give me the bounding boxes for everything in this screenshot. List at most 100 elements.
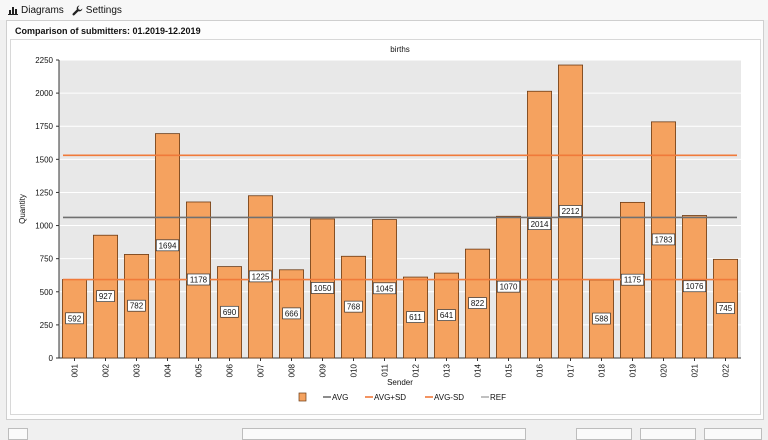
chart-panel: Comparison of submitters: 01.2019-12.201… xyxy=(6,20,764,420)
data-label: 1178 xyxy=(190,275,208,284)
data-label: 927 xyxy=(99,292,113,301)
data-label-box xyxy=(220,305,239,318)
x-tick-label: 012 xyxy=(412,363,421,377)
data-label: 1225 xyxy=(252,272,270,281)
data-label-box xyxy=(468,297,487,309)
panel-title: Comparison of submitters: 01.2019-12.201… xyxy=(15,26,201,36)
data-label-box xyxy=(155,239,180,252)
data-label: 1070 xyxy=(500,283,518,292)
status-field-2 xyxy=(242,428,526,440)
status-field-4 xyxy=(640,428,696,440)
data-label: 782 xyxy=(130,302,144,311)
diagrams-label: Diagrams xyxy=(21,4,64,16)
y-tick-label: 1000 xyxy=(35,222,53,231)
y-tick-label: 1500 xyxy=(35,155,53,164)
bar-chart: births 0 250 500 750 1000 1250 1500 1750 2000 2250… xyxy=(18,45,741,402)
legend-label: AVG+SD xyxy=(374,393,406,402)
data-label-box xyxy=(651,233,676,246)
status-field-5 xyxy=(704,428,762,440)
toolbar: Diagrams Settings xyxy=(0,0,768,20)
data-label: 611 xyxy=(409,313,422,322)
data-label-box xyxy=(127,299,146,312)
x-tick-label: 006 xyxy=(226,363,235,377)
settings-tab[interactable]: Settings xyxy=(72,5,122,16)
bar-chart-icon xyxy=(8,7,18,15)
x-tick-label: 001 xyxy=(71,363,80,377)
data-label-box xyxy=(592,312,611,325)
y-tick-label: 2000 xyxy=(35,89,53,98)
data-label-box xyxy=(682,280,707,293)
data-label-box xyxy=(96,290,115,302)
data-label-box xyxy=(527,218,552,230)
data-label: 768 xyxy=(347,303,361,312)
chart-title: births xyxy=(390,45,410,54)
data-label-box xyxy=(558,205,583,217)
data-label: 1076 xyxy=(686,282,704,291)
y-tick-label: 250 xyxy=(40,321,54,330)
data-label: 1050 xyxy=(314,284,332,293)
x-tick-label: 020 xyxy=(660,363,669,377)
data-label-box xyxy=(372,282,397,295)
data-label-box xyxy=(248,270,273,283)
x-tick-label: 007 xyxy=(257,363,266,377)
data-label: 1783 xyxy=(655,235,673,244)
data-label: 588 xyxy=(595,315,609,324)
y-axis-label: Quantity xyxy=(18,194,27,224)
legend-bar-swatch xyxy=(298,392,307,402)
y-tick-label: 750 xyxy=(40,255,54,264)
data-label-box xyxy=(620,273,645,286)
y-tick-label: 0 xyxy=(49,354,54,363)
legend-label: REF xyxy=(490,393,506,402)
x-tick-label: 011 xyxy=(381,363,390,376)
y-tick-label: 1750 xyxy=(35,122,53,131)
data-label: 690 xyxy=(223,308,237,317)
data-label-box xyxy=(282,307,301,320)
x-tick-label: 003 xyxy=(133,363,142,377)
x-tick-label: 008 xyxy=(288,363,297,377)
x-tick-label: 015 xyxy=(505,363,514,377)
y-tick-label: 500 xyxy=(40,288,54,297)
data-label: 666 xyxy=(285,309,299,318)
data-label: 1045 xyxy=(376,284,394,293)
diagrams-tab[interactable]: Diagrams xyxy=(8,5,64,16)
settings-label: Settings xyxy=(85,4,122,16)
x-tick-label: 013 xyxy=(443,363,452,377)
data-label: 2212 xyxy=(562,207,580,216)
data-label-box xyxy=(310,282,335,294)
data-label: 641 xyxy=(440,311,454,320)
data-label-box xyxy=(406,311,425,323)
data-label: 1694 xyxy=(159,241,177,250)
data-label: 592 xyxy=(68,314,82,323)
x-tick-label: 017 xyxy=(567,363,576,377)
y-tick-label: 1250 xyxy=(35,188,53,197)
x-tick-label: 005 xyxy=(195,363,204,377)
legend-label: AVG-SD xyxy=(434,393,464,402)
data-label: 2014 xyxy=(531,220,549,229)
data-label: 1175 xyxy=(624,276,642,285)
x-tick-label: 004 xyxy=(164,363,173,377)
x-tick-label: 018 xyxy=(598,363,607,377)
data-label: 745 xyxy=(719,304,733,313)
data-label-box xyxy=(186,273,211,286)
x-tick-label: 009 xyxy=(319,363,328,377)
x-tick-label: 002 xyxy=(102,363,111,377)
x-tick-label: 019 xyxy=(629,363,638,377)
status-field-1 xyxy=(8,428,28,440)
x-tick-label: 016 xyxy=(536,363,545,377)
legend-label: AVG xyxy=(332,393,348,402)
data-label-box xyxy=(65,312,84,325)
data-label-box xyxy=(344,300,363,313)
chart-area: births 0 250 500 750 1000 1250 1500 1750 2000 2250… xyxy=(10,39,761,415)
data-label-box xyxy=(496,280,521,293)
x-tick-label: 022 xyxy=(722,363,731,377)
x-tick-label: 014 xyxy=(474,363,483,377)
y-tick-label: 2250 xyxy=(35,56,53,65)
x-tick-label: 021 xyxy=(691,363,700,377)
data-label-box xyxy=(716,302,735,315)
data-label-box xyxy=(437,309,456,321)
x-axis-label: Sender xyxy=(387,378,413,387)
status-field-3 xyxy=(576,428,632,440)
x-tick-label: 010 xyxy=(350,363,359,377)
wrench-icon xyxy=(72,5,83,15)
data-label: 822 xyxy=(471,299,485,308)
